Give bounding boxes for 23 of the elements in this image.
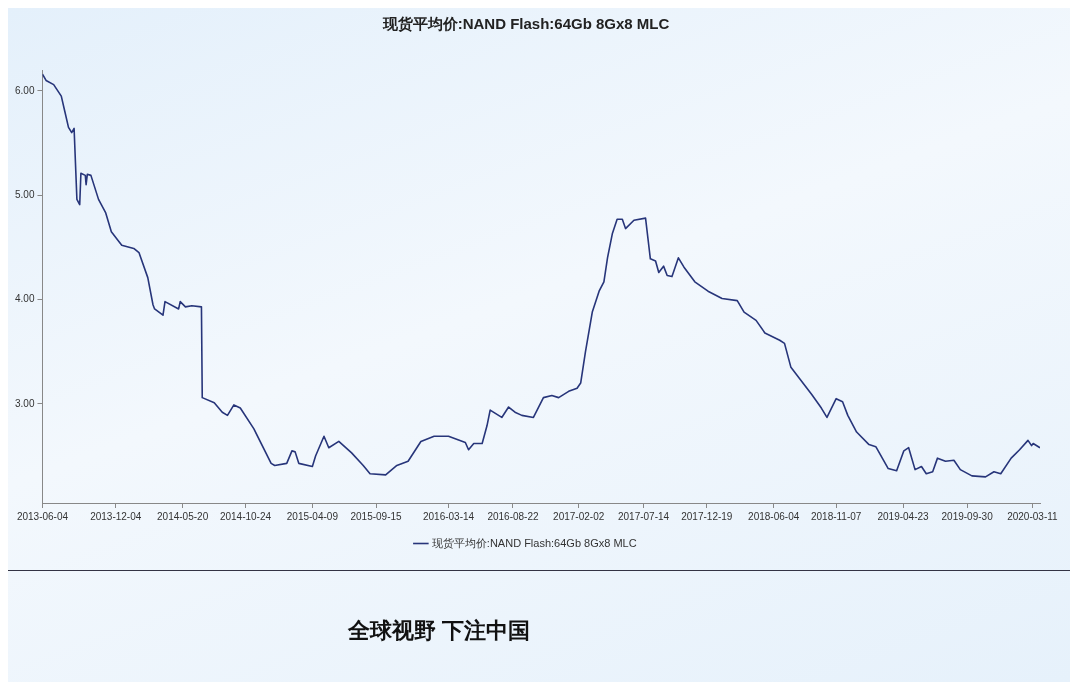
x-tick-label: 2015-04-09 bbox=[286, 510, 339, 522]
x-tick-label: 2017-07-14 bbox=[617, 510, 670, 522]
y-tick-label: 6.00 bbox=[14, 84, 35, 96]
x-tick-label: 2017-12-19 bbox=[681, 510, 733, 522]
x-tick-label: 2014-10-24 bbox=[219, 510, 272, 522]
y-tick-label: 4.00 bbox=[14, 293, 35, 305]
x-tick-label: 2016-03-14 bbox=[422, 510, 475, 522]
text: 全球视野 下注中国 bbox=[348, 618, 531, 643]
x-tick-label: 2020-03-11 bbox=[1007, 510, 1059, 522]
legend-label: 现货平均价:NAND Flash:64Gb 8Gx8 MLC bbox=[431, 536, 637, 549]
x-tick-label: 2018-11-07 bbox=[810, 510, 862, 522]
chart-title: 现货平均价:NAND Flash:64Gb 8Gx8 MLC bbox=[381, 15, 670, 33]
x-tick-label: 2017-02-02 bbox=[553, 510, 605, 522]
x-tick-label: 2013-12-04 bbox=[90, 510, 142, 522]
x-tick-label: 2018-06-04 bbox=[748, 510, 800, 522]
x-tick-label: 2015-09-15 bbox=[350, 510, 403, 522]
x-tick-label: 2019-09-30 bbox=[941, 510, 994, 522]
y-tick-label: 3.00 bbox=[14, 397, 35, 409]
x-tick-label: 2013-06-04 bbox=[16, 510, 69, 522]
x-tick-label: 2019-04-23 bbox=[877, 510, 930, 522]
x-tick-label: 2016-08-22 bbox=[487, 510, 540, 522]
y-tick-label: 5.00 bbox=[14, 188, 35, 200]
x-tick-label: 2014-05-20 bbox=[157, 510, 209, 522]
